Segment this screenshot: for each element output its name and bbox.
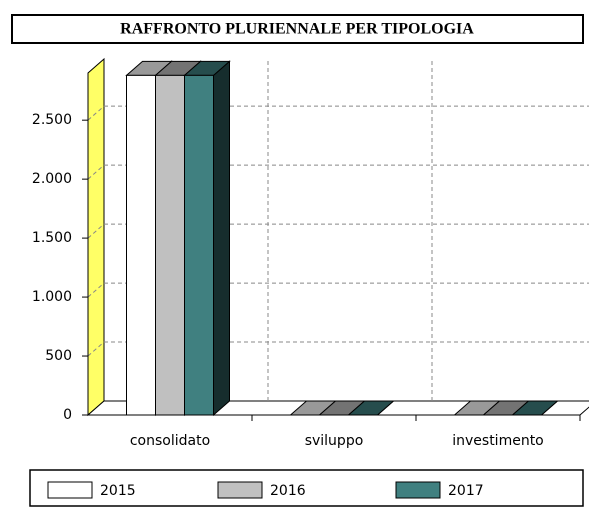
legend-box (29, 469, 584, 507)
bar-top (347, 400, 395, 416)
bar-top (511, 400, 559, 416)
legend-label: 2017 (448, 483, 484, 499)
chart-title: RAFFRONTO PLURIENNALE PER TIPOLOGIA (120, 21, 474, 38)
grid-line-wall (87, 105, 105, 121)
bar (126, 74, 156, 416)
side-wall (87, 57, 105, 417)
grid-line-wall (87, 223, 105, 239)
x-tick-label: sviluppo (305, 433, 364, 449)
legend-swatch (395, 481, 441, 499)
grid-line-wall (87, 164, 105, 180)
y-tick-label: 2.500 (32, 112, 72, 128)
y-tick-label: 1.500 (32, 230, 72, 246)
grid-line-wall (87, 341, 105, 357)
y-tick-label: 2.000 (32, 171, 72, 187)
legend-swatch (217, 481, 263, 499)
y-tick-label: 0 (63, 407, 72, 423)
x-tick-label: consolidato (130, 433, 210, 449)
x-tick-label: investimento (452, 433, 544, 449)
title-box (11, 14, 584, 44)
y-tick-label: 1.000 (32, 289, 72, 305)
grid-line-wall (87, 282, 105, 298)
legend-label: 2015 (100, 483, 136, 499)
bar-side (213, 60, 230, 417)
bar (184, 74, 214, 416)
bar (155, 74, 185, 416)
legend-label: 2016 (270, 483, 306, 499)
legend-swatch (47, 481, 93, 499)
y-tick-label: 500 (45, 348, 72, 364)
